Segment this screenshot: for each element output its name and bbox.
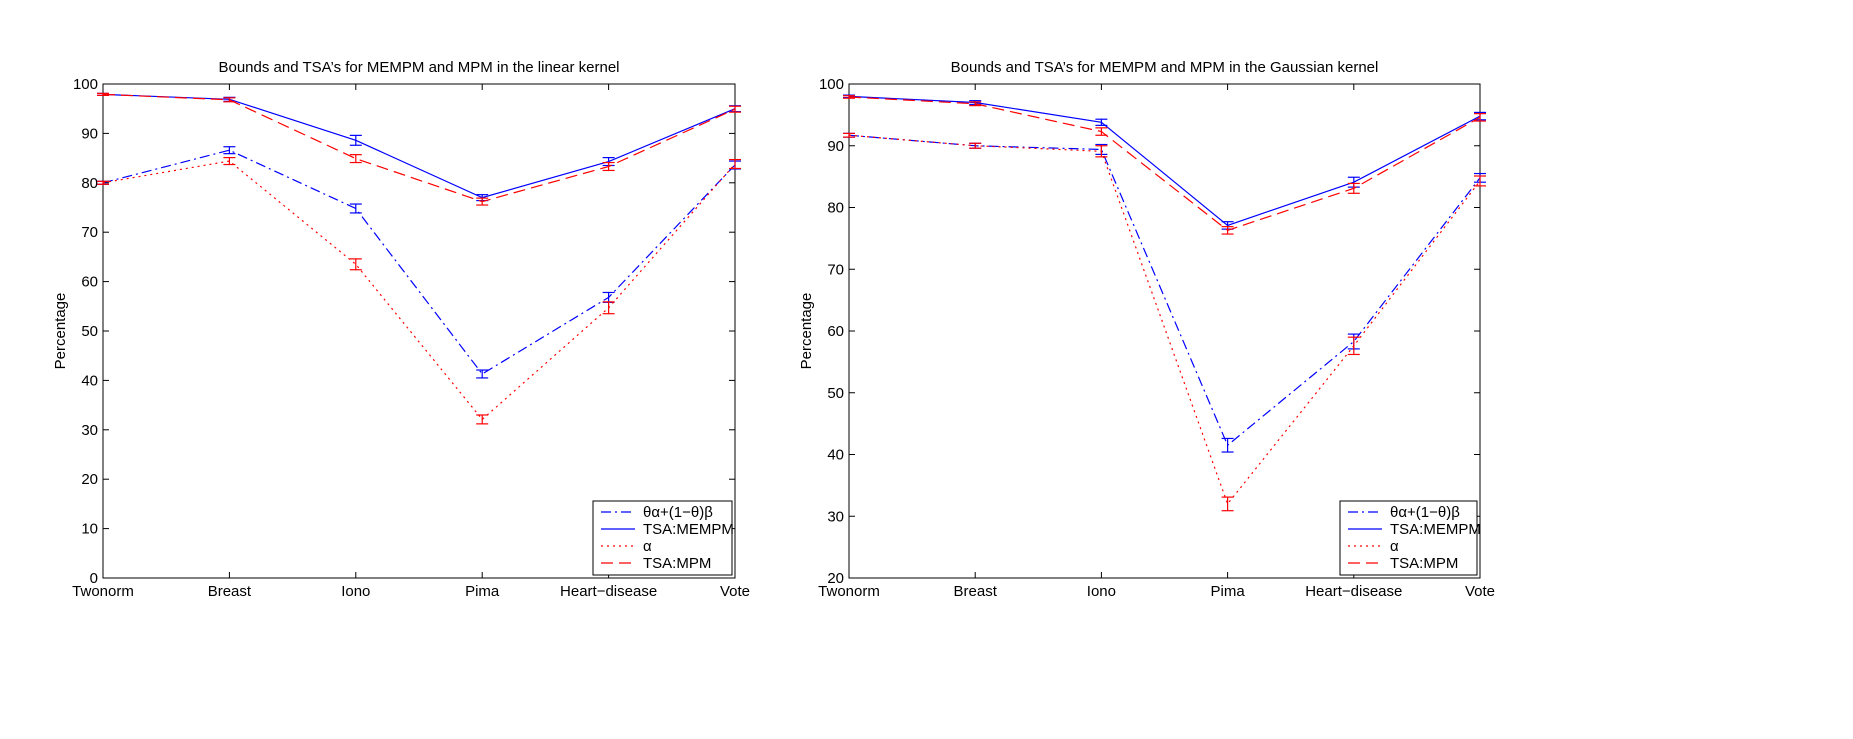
error-bar xyxy=(223,146,236,155)
error-bar xyxy=(349,134,362,146)
error-bar xyxy=(1347,336,1360,356)
error-bar xyxy=(1095,127,1108,136)
legend-entry-label: TSA:MEMPM xyxy=(643,521,734,538)
series-line xyxy=(848,95,1481,227)
y-tick-label: 80 xyxy=(827,200,844,217)
legend-entry-label: θα+(1−θ)β xyxy=(643,504,713,521)
y-tick-label: 30 xyxy=(827,508,844,525)
chart-linear-kernel: Bounds and TSA’s for MEMPM and MPM in th… xyxy=(52,59,750,600)
series-line xyxy=(102,160,736,421)
y-tick-label: 50 xyxy=(827,385,844,402)
x-tick-label: Breast xyxy=(208,583,252,600)
error-bar xyxy=(476,197,489,206)
y-tick-label: 40 xyxy=(827,447,844,464)
y-tick-label: 10 xyxy=(81,521,98,538)
error-bar xyxy=(1474,113,1486,122)
y-tick-label: 20 xyxy=(827,570,844,587)
error-bar xyxy=(1221,226,1234,235)
error-bar xyxy=(602,291,615,303)
series-line xyxy=(102,93,736,203)
error-bar xyxy=(349,258,362,271)
x-tick-label: Pima xyxy=(465,583,500,600)
error-bar xyxy=(1221,437,1234,453)
y-tick-label: 90 xyxy=(827,138,844,155)
error-bar xyxy=(97,92,109,96)
x-tick-label: Twonorm xyxy=(818,583,880,600)
x-tick-label: Iono xyxy=(1087,583,1116,600)
error-bar xyxy=(969,142,982,149)
y-tick-label: 70 xyxy=(81,224,98,241)
error-bar xyxy=(843,132,855,138)
y-tick-label: 100 xyxy=(73,76,98,93)
y-tick-label: 50 xyxy=(81,323,98,340)
y-axis-label: Percentage xyxy=(52,293,69,370)
error-bar xyxy=(223,157,236,166)
y-tick-label: 60 xyxy=(81,274,98,291)
error-bar xyxy=(223,97,236,103)
chart-gaussian-kernel: Bounds and TSA’s for MEMPM and MPM in th… xyxy=(798,59,1495,600)
error-bar xyxy=(1095,145,1108,158)
chart-title: Bounds and TSA’s for MEMPM and MPM in th… xyxy=(218,59,619,76)
error-bar xyxy=(349,154,362,164)
series-line xyxy=(102,93,736,199)
error-bar xyxy=(1095,118,1108,126)
series-line xyxy=(848,134,1481,506)
y-tick-label: 40 xyxy=(81,372,98,389)
x-tick-label: Vote xyxy=(720,583,750,600)
error-bar xyxy=(97,180,109,185)
error-bar xyxy=(1347,182,1360,194)
y-tick-label: 30 xyxy=(81,422,98,439)
legend-entry-label: α xyxy=(1390,538,1399,555)
legend-entry-label: θα+(1−θ)β xyxy=(1390,504,1460,521)
error-bar xyxy=(1474,175,1486,187)
y-tick-label: 80 xyxy=(81,175,98,192)
error-bar xyxy=(843,95,855,99)
y-tick-label: 0 xyxy=(90,570,98,587)
error-bar xyxy=(476,369,489,379)
legend-entry-label: TSA:MPM xyxy=(643,555,711,572)
x-tick-label: Twonorm xyxy=(72,583,134,600)
y-tick-label: 100 xyxy=(819,76,844,93)
y-tick-label: 60 xyxy=(827,323,844,340)
chart-title: Bounds and TSA’s for MEMPM and MPM in th… xyxy=(951,59,1379,76)
error-bar xyxy=(969,101,982,107)
x-tick-label: Heart−disease xyxy=(560,583,657,600)
error-bar xyxy=(729,158,741,170)
error-bar xyxy=(729,105,741,113)
error-bar xyxy=(602,301,615,315)
error-bar xyxy=(476,414,489,425)
series-line xyxy=(102,149,736,375)
y-tick-label: 70 xyxy=(827,261,844,278)
x-tick-label: Vote xyxy=(1465,583,1495,600)
error-bar xyxy=(602,161,615,172)
series-line xyxy=(848,96,1481,232)
series-line xyxy=(848,134,1481,447)
legend-entry-label: TSA:MEMPM xyxy=(1390,521,1481,538)
x-tick-label: Breast xyxy=(954,583,998,600)
legend-entry-label: TSA:MPM xyxy=(1390,555,1458,572)
legend-entry-label: α xyxy=(643,538,652,555)
y-axis-label: Percentage xyxy=(798,293,815,370)
y-tick-label: 90 xyxy=(81,125,98,142)
x-tick-label: Iono xyxy=(341,583,370,600)
x-tick-label: Heart−disease xyxy=(1305,583,1402,600)
y-tick-label: 20 xyxy=(81,471,98,488)
x-tick-label: Pima xyxy=(1211,583,1246,600)
error-bar xyxy=(349,203,362,214)
error-bar xyxy=(1221,496,1234,512)
